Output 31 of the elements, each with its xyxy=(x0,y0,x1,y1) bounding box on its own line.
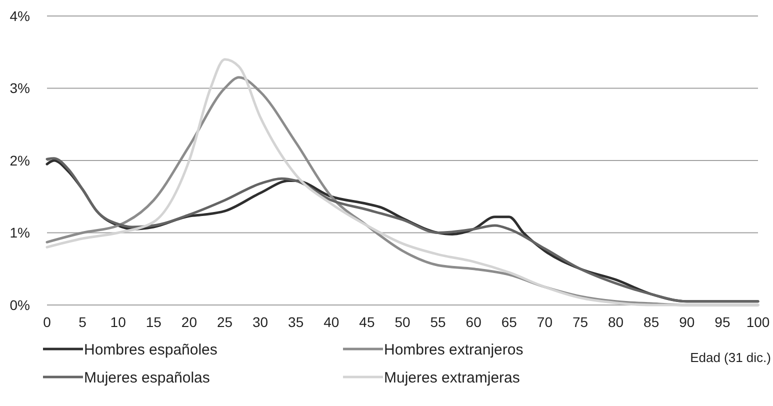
legend-label: Hombres españoles xyxy=(84,341,218,358)
legend-label: Mujeres españolas xyxy=(84,369,210,386)
x-tick-label: 15 xyxy=(146,314,162,330)
legend-label: Mujeres extramjeras xyxy=(384,369,520,386)
x-tick-label: 100 xyxy=(746,314,770,330)
x-tick-label: 85 xyxy=(644,314,660,330)
x-tick-label: 50 xyxy=(394,314,410,330)
x-tick-label: 90 xyxy=(679,314,695,330)
x-tick-label: 5 xyxy=(78,314,87,330)
y-tick-label: 1% xyxy=(10,224,30,241)
legend-label: Hombres extranjeros xyxy=(384,341,524,358)
x-tick-label: 20 xyxy=(181,314,198,330)
x-tick-label: 40 xyxy=(324,314,340,330)
x-tick-label: 55 xyxy=(430,314,446,330)
x-tick-label: 0 xyxy=(43,314,52,330)
y-tick-label: 2% xyxy=(10,152,30,168)
y-tick-label: 3% xyxy=(10,80,30,96)
y-tick-label: 4% xyxy=(10,8,30,24)
y-tick-label: 0% xyxy=(10,296,30,313)
x-tick-label: 10 xyxy=(110,314,126,330)
x-axis-title: Edad (31 dic.) xyxy=(690,350,771,365)
x-tick-label: 95 xyxy=(714,314,730,330)
x-tick-label: 25 xyxy=(216,314,233,330)
x-tick-label: 75 xyxy=(572,314,588,330)
x-tick-label: 35 xyxy=(288,314,304,330)
x-tick-label: 70 xyxy=(536,314,553,330)
x-tick-label: 80 xyxy=(608,314,624,330)
x-tick-label: 45 xyxy=(359,314,375,330)
x-tick-label: 30 xyxy=(252,314,268,330)
x-tick-label: 65 xyxy=(501,314,518,330)
x-tick-label: 60 xyxy=(466,314,482,330)
